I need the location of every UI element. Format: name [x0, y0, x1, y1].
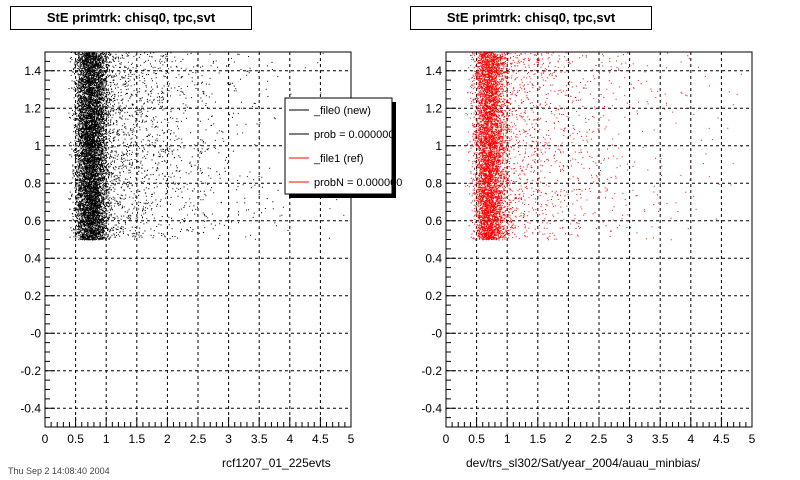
y-tick-label: 0.2: [24, 289, 41, 303]
x-tick-label: 2.5: [190, 432, 207, 446]
x-tick-label: 3: [225, 432, 232, 446]
legend-entry-label: probN = 0.000000: [314, 177, 402, 189]
axes: [445, 51, 753, 428]
left-x-axis-label: rcf1207_01_225evts: [222, 456, 331, 470]
y-tick-label: 0.6: [425, 214, 442, 228]
x-tick-label: 2.5: [591, 432, 608, 446]
y-tick-label: 0.6: [24, 214, 41, 228]
legend-entry-label: _file0 (new): [313, 105, 371, 117]
y-tick-label: -0.2: [20, 364, 41, 378]
y-tick-label: 1.4: [425, 64, 442, 78]
left-plot-panel: 0 0.5 1 1.5 2 2.5 3 3.5 4 4.5 5 -0.4 -0.2 -0 0.2 0.4 0.6…: [20, 51, 402, 446]
right-x-axis-label: dev/trs_sl302/Sat/year_2004/auau_minbias…: [466, 456, 701, 470]
x-tick-label: 3.5: [251, 432, 268, 446]
y-tick-label: -0.4: [421, 401, 442, 415]
x-tick-label: 1.5: [529, 432, 546, 446]
x-tick-label: 2: [164, 432, 171, 446]
y-tick-label: -0: [431, 326, 442, 340]
x-tick-label: 4: [286, 432, 293, 446]
y-tick-label: 1.4: [24, 64, 41, 78]
x-tick-label: 1: [103, 432, 110, 446]
data-points: [68, 52, 345, 241]
x-tick-label: 3: [626, 432, 633, 446]
data-points: [465, 52, 743, 241]
x-tick-label: 3.5: [652, 432, 669, 446]
y-tick-label: 1.2: [425, 101, 442, 115]
y-tick-label: -0: [30, 326, 41, 340]
y-tick-label: 0.4: [425, 251, 442, 265]
legend: _file0 (new) prob = 0.000000 _file1 (ref) p…: [284, 97, 402, 198]
y-tick-label: 0.2: [425, 289, 442, 303]
x-tick-label: 5: [348, 432, 355, 446]
y-tick-label: 0.8: [425, 176, 442, 190]
legend-entry-label: prob = 0.000000: [314, 129, 394, 141]
x-tick-label: 4.5: [713, 432, 730, 446]
y-tick-label: -0.4: [20, 401, 41, 415]
legend-entry-label: _file1 (ref): [313, 153, 364, 165]
y-tick-label: 0.8: [24, 176, 41, 190]
x-tick-label: 0.5: [468, 432, 485, 446]
left-chart-title: StE primtrk: chisq0, tpc,svt: [10, 6, 252, 30]
x-tick-label: 0: [443, 432, 450, 446]
y-tick-label: 1: [34, 139, 41, 153]
right-plot-panel: 0 0.5 1 1.5 2 2.5 3 3.5 4 4.5 5 -0.4 -0.2 -0 0.2 0.4 0.6…: [421, 51, 756, 446]
x-tick-label: 4.5: [312, 432, 329, 446]
y-tick-label: 0.4: [24, 251, 41, 265]
x-tick-label: 1: [504, 432, 511, 446]
x-tick-label: 0: [42, 432, 49, 446]
scatter-points: [465, 52, 743, 241]
axes: [44, 51, 352, 428]
footer-timestamp: Thu Sep 2 14:08:40 2004: [8, 466, 110, 476]
legend-box: [284, 97, 393, 195]
x-tick-label: 4: [687, 432, 694, 446]
scatter-points: [68, 52, 345, 241]
x-tick-label: 5: [749, 432, 756, 446]
x-tick-label: 0.5: [67, 432, 84, 446]
y-tick-label: -0.2: [421, 364, 442, 378]
y-tick-label: 1.2: [24, 101, 41, 115]
x-tick-label: 1.5: [128, 432, 145, 446]
x-tick-label: 2: [565, 432, 572, 446]
y-tick-label: 1: [435, 139, 442, 153]
right-chart-title: StE primtrk: chisq0, tpc,svt: [410, 6, 652, 30]
